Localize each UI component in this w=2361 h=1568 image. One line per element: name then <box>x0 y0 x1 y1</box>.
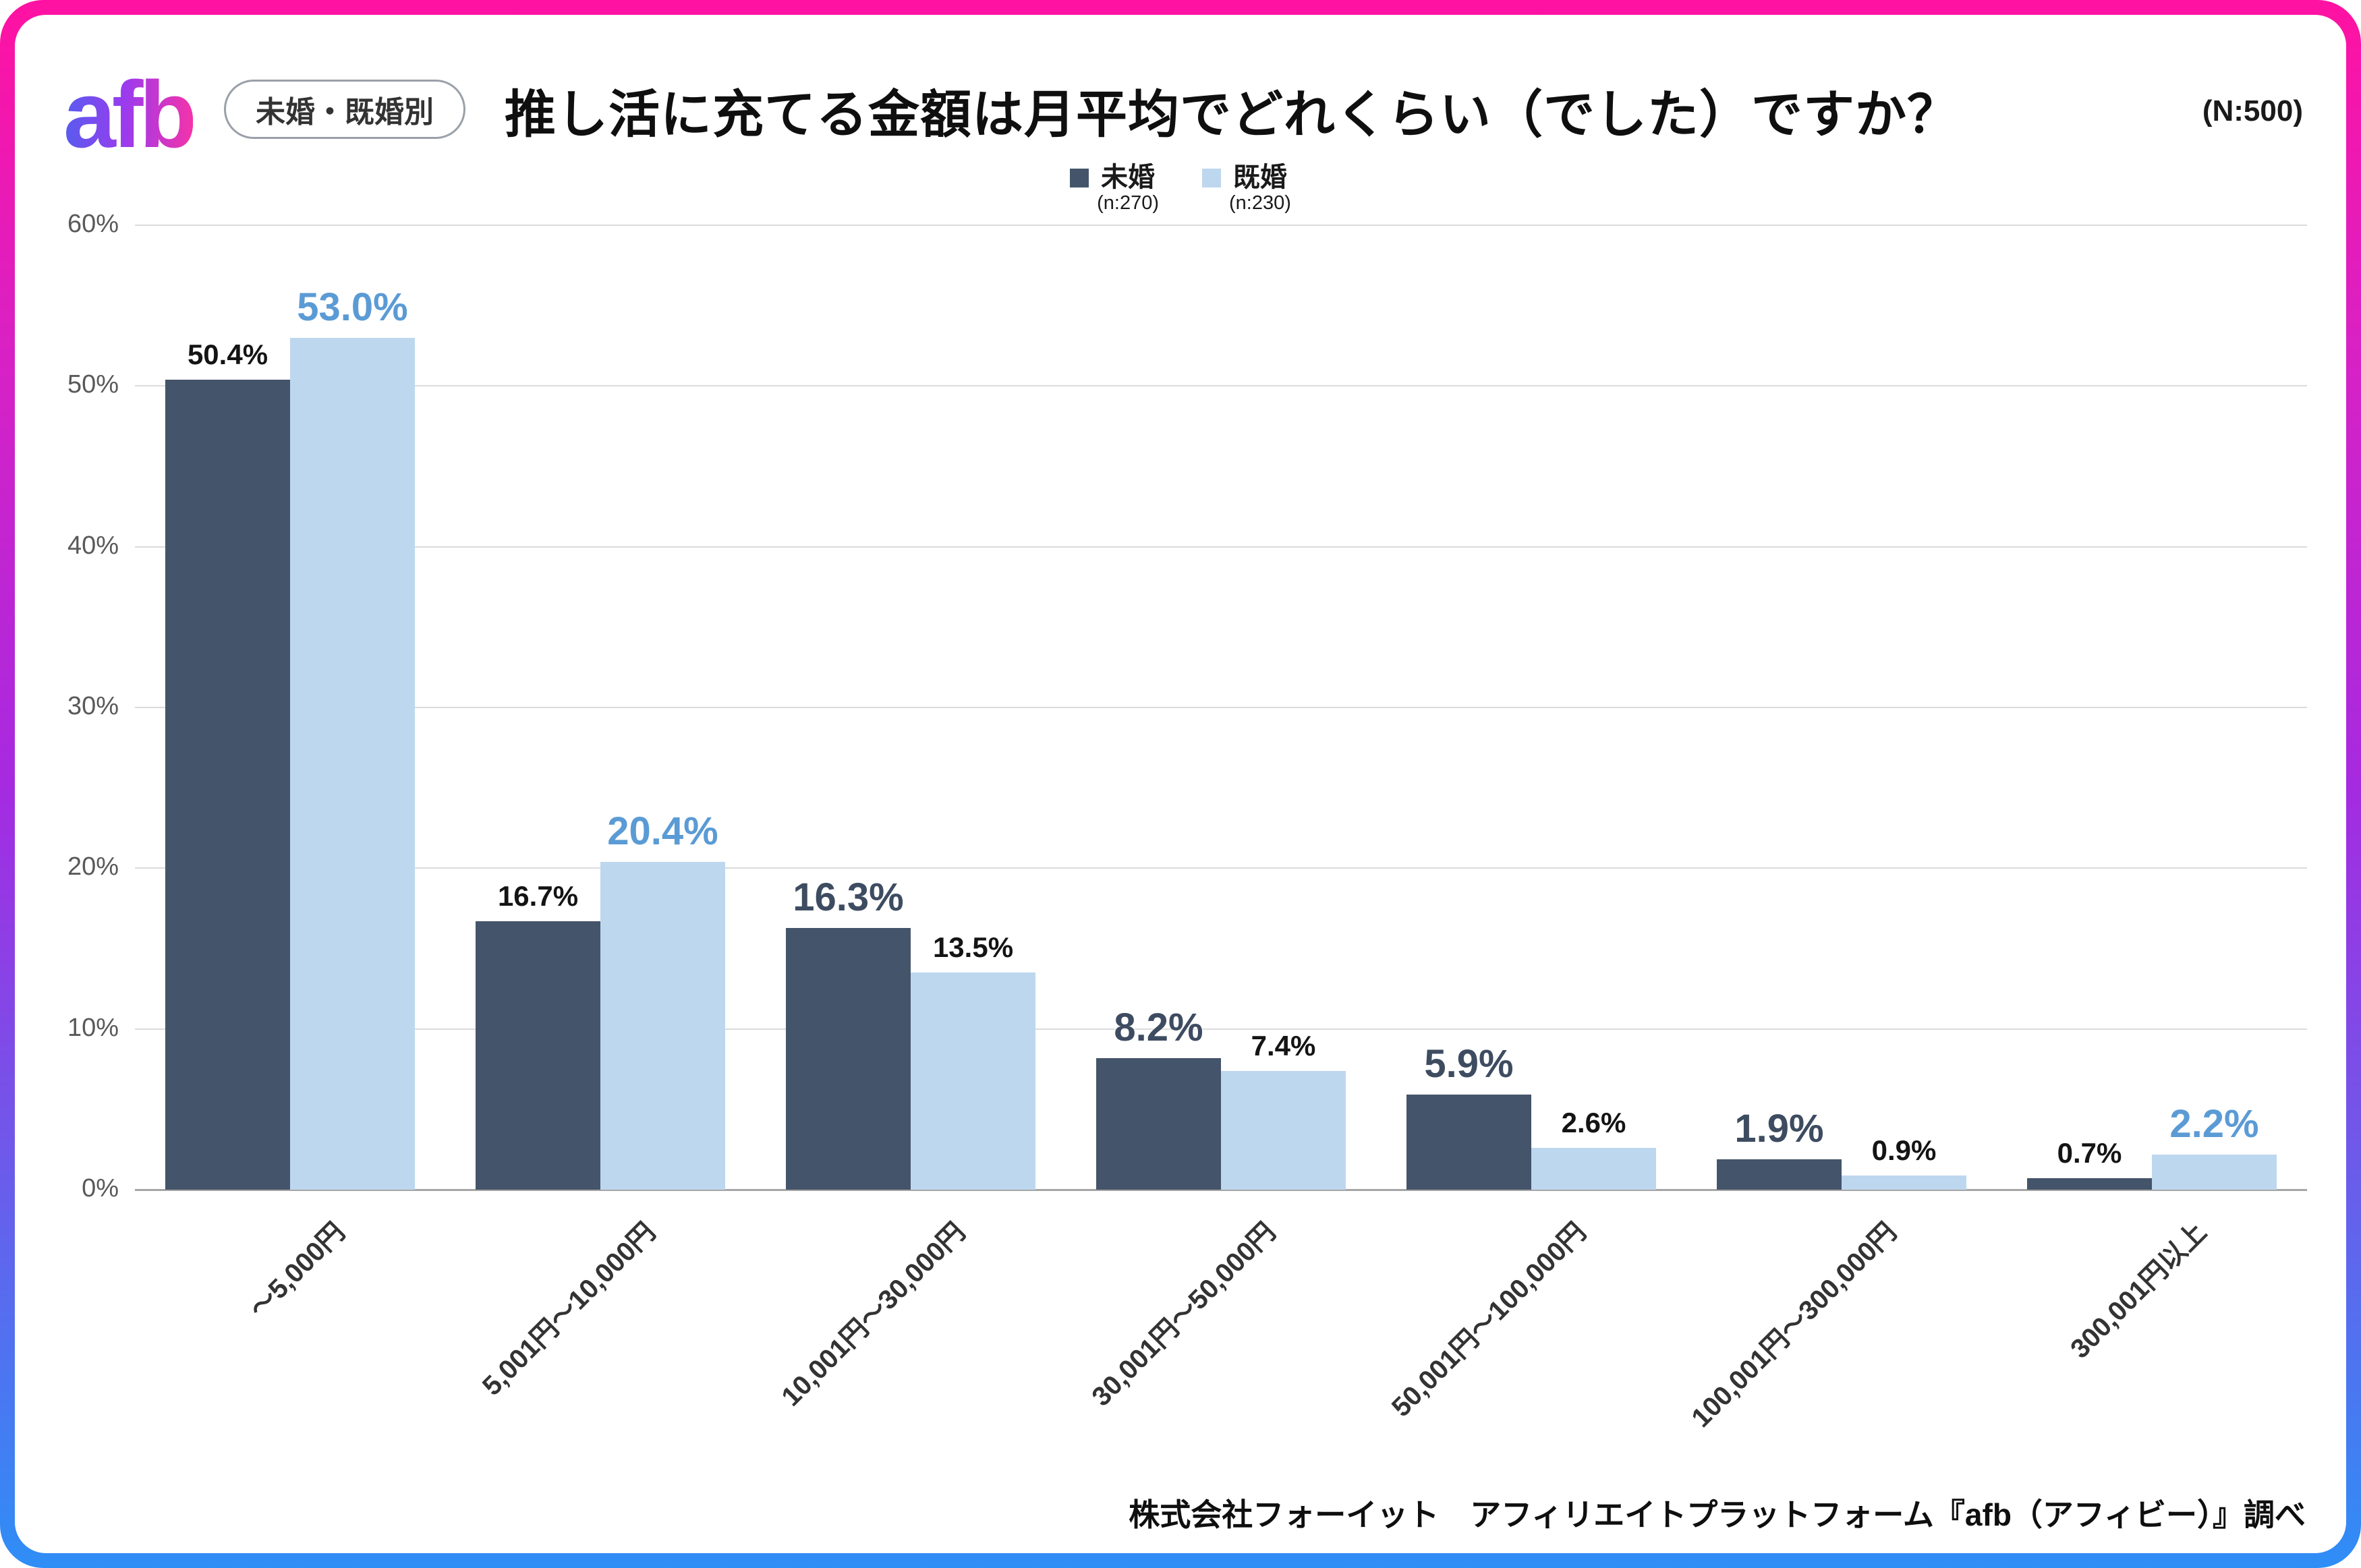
chart-canvas: afb 未婚・既婚別 推し活に充てる金額は月平均でどれくらい（でした）ですか？ … <box>15 15 2346 1553</box>
y-axis-tick-label: 60% <box>67 210 119 238</box>
gridline <box>135 546 2307 548</box>
y-axis-tick-label: 40% <box>67 531 119 560</box>
bar-既婚-4 <box>1221 1070 1346 1190</box>
bar-value-label: 16.7% <box>497 879 579 912</box>
x-axis-label: 100,001円～300,000円 <box>1686 1217 1902 1434</box>
bar-既婚-5 <box>1531 1148 1656 1190</box>
bar-value-label: 5.9% <box>1424 1042 1514 1086</box>
bar-value-label: 13.5% <box>932 931 1014 964</box>
gridline <box>135 1028 2307 1030</box>
bar-value-label: 0.7% <box>2057 1137 2122 1169</box>
bar-未婚-5 <box>1406 1095 1531 1190</box>
bar-既婚-2 <box>600 861 725 1190</box>
sample-size-label: (N:500) <box>2202 94 2303 127</box>
bar-未婚-7 <box>2027 1178 2152 1190</box>
y-axis-tick-label: 0% <box>82 1174 119 1202</box>
bar-value-label: 53.0% <box>297 285 408 329</box>
x-axis-label: 30,001円～50,000円 <box>1086 1217 1282 1412</box>
bar-既婚-7 <box>2152 1154 2277 1190</box>
bar-未婚-2 <box>476 921 600 1190</box>
gridline <box>135 707 2307 708</box>
x-axis-label: ～5,000円 <box>244 1217 351 1325</box>
bar-value-label: 1.9% <box>1734 1106 1824 1151</box>
bar-既婚-6 <box>1842 1175 1966 1190</box>
bar-value-label: 8.2% <box>1114 1005 1203 1049</box>
chart-title: 推し活に充てる金額は月平均でどれくらい（でした）ですか？ <box>505 86 1959 144</box>
legend-item-unmarried: 未婚 (n:270) <box>1070 162 1159 214</box>
bar-value-label: 50.4% <box>187 338 268 370</box>
bar-既婚-1 <box>290 337 415 1190</box>
y-axis-tick-label: 30% <box>67 692 119 720</box>
legend-texts: 既婚 (n:230) <box>1229 162 1291 214</box>
bar-value-label: 16.3% <box>793 875 904 919</box>
bar-value-label: 20.4% <box>607 809 718 853</box>
x-axis-label: 300,001円以上 <box>2065 1217 2213 1364</box>
legend-swatch <box>1202 169 1221 187</box>
gridline <box>135 867 2307 869</box>
legend-series-n: (n:230) <box>1229 192 1291 214</box>
legend: 未婚 (n:270) 既婚 (n:230) <box>15 162 2346 214</box>
legend-series-n: (n:270) <box>1097 192 1159 214</box>
legend-item-married: 既婚 (n:230) <box>1202 162 1291 214</box>
legend-texts: 未婚 (n:270) <box>1097 162 1159 214</box>
bar-既婚-3 <box>911 972 1035 1190</box>
bar-value-label: 2.6% <box>1561 1107 1626 1139</box>
afb-logo: afb <box>63 61 197 167</box>
bar-value-label: 7.4% <box>1251 1029 1316 1062</box>
category-badge: 未婚・既婚別 <box>224 80 465 139</box>
y-axis-tick-label: 50% <box>67 370 119 399</box>
bar-value-label: 2.2% <box>2169 1101 2259 1146</box>
bar-value-label: 0.9% <box>1871 1134 1937 1166</box>
x-axis-line <box>135 1189 2307 1191</box>
bar-未婚-4 <box>1096 1057 1221 1190</box>
gridline <box>135 385 2307 387</box>
x-axis-label: 10,001円～30,000円 <box>776 1217 971 1412</box>
legend-swatch <box>1070 169 1089 187</box>
gridline <box>135 225 2307 226</box>
y-axis-tick-label: 10% <box>67 1013 119 1042</box>
bar-未婚-3 <box>786 927 911 1190</box>
bar-未婚-6 <box>1717 1159 1842 1190</box>
legend-series-name: 既婚 <box>1232 163 1287 192</box>
source-credit: 株式会社フォーイット アフィリエイトプラットフォーム『afb（アフィビー）』調べ <box>1129 1497 2306 1532</box>
plot-area: 0% 10% 20% 30% 40% 50% 60% 50.4% 53.0% ～5,000円 16.… <box>67 210 2307 1433</box>
bar-未婚-1 <box>165 379 290 1190</box>
x-axis-label: 50,001円～100,000円 <box>1386 1217 1592 1423</box>
legend-series-name: 未婚 <box>1101 163 1156 192</box>
y-axis-tick-label: 20% <box>67 852 119 881</box>
x-axis-label: 5,001円～10,000円 <box>476 1217 661 1401</box>
